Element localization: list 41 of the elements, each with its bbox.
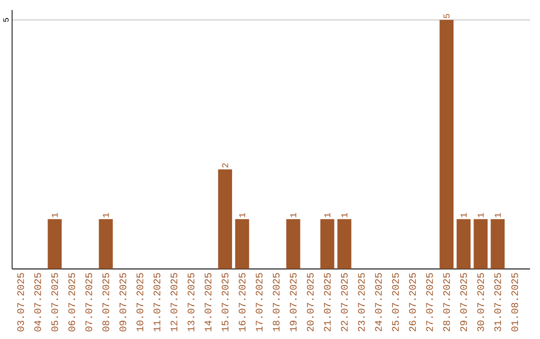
- x-tick-label: 03.07.2025: [17, 273, 24, 332]
- x-tick-label: 14.07.2025: [204, 273, 212, 332]
- x-tick-label: 16.07.2025: [238, 273, 246, 332]
- x-tick-label: 27.07.2025: [426, 273, 433, 332]
- x-tick-label: 31.07.2025: [494, 273, 502, 332]
- x-tick-label: 10.07.2025: [136, 273, 144, 332]
- x-tick-label: 01.08.2025: [511, 273, 518, 332]
- data-label: 1: [324, 213, 330, 218]
- data-label: 2: [222, 164, 228, 168]
- x-tick-label: 24.07.2025: [375, 273, 382, 332]
- x-tick-label: 18.07.2025: [272, 273, 280, 332]
- data-label: 1: [239, 213, 246, 218]
- data-label: 1: [290, 213, 296, 218]
- x-tick-label: 25.07.2025: [392, 273, 399, 332]
- x-tick-label: 30.07.2025: [477, 273, 484, 332]
- x-tick-label: 05.07.2025: [51, 273, 58, 332]
- data-label: 1: [102, 213, 109, 218]
- x-tick-label: 23.07.2025: [358, 273, 365, 332]
- x-tick-label: 28.07.2025: [443, 273, 450, 332]
- x-tick-label: 13.07.2025: [188, 273, 194, 332]
- x-tick-label: 04.07.2025: [34, 273, 42, 332]
- data-label: 1: [478, 213, 484, 218]
- x-tick-label: 15.07.2025: [222, 273, 228, 332]
- x-tick-label: 26.07.2025: [409, 273, 416, 332]
- data-label: 1: [52, 213, 58, 218]
- data-label: 1: [341, 213, 348, 218]
- data-label: 5: [444, 14, 450, 18]
- x-tick-label: 06.07.2025: [68, 273, 76, 332]
- x-tick-label: 29.07.2025: [460, 273, 467, 332]
- data-label: 1: [460, 213, 467, 218]
- data-label: 1: [494, 213, 501, 218]
- x-tick-label: 11.07.2025: [154, 273, 160, 332]
- x-tick-label: 08.07.2025: [102, 273, 110, 332]
- x-tick-label: 07.07.2025: [85, 273, 92, 332]
- x-tick-label: 12.07.2025: [170, 273, 178, 332]
- x-tick-label: 22.07.2025: [340, 273, 348, 332]
- x-tick-label: 20.07.2025: [306, 273, 314, 332]
- x-tick-label: 09.07.2025: [119, 273, 126, 332]
- x-tick-label: 17.07.2025: [256, 273, 263, 332]
- x-tick-label: 21.07.2025: [324, 273, 331, 332]
- x-tick-label: 19.07.2025: [290, 273, 297, 332]
